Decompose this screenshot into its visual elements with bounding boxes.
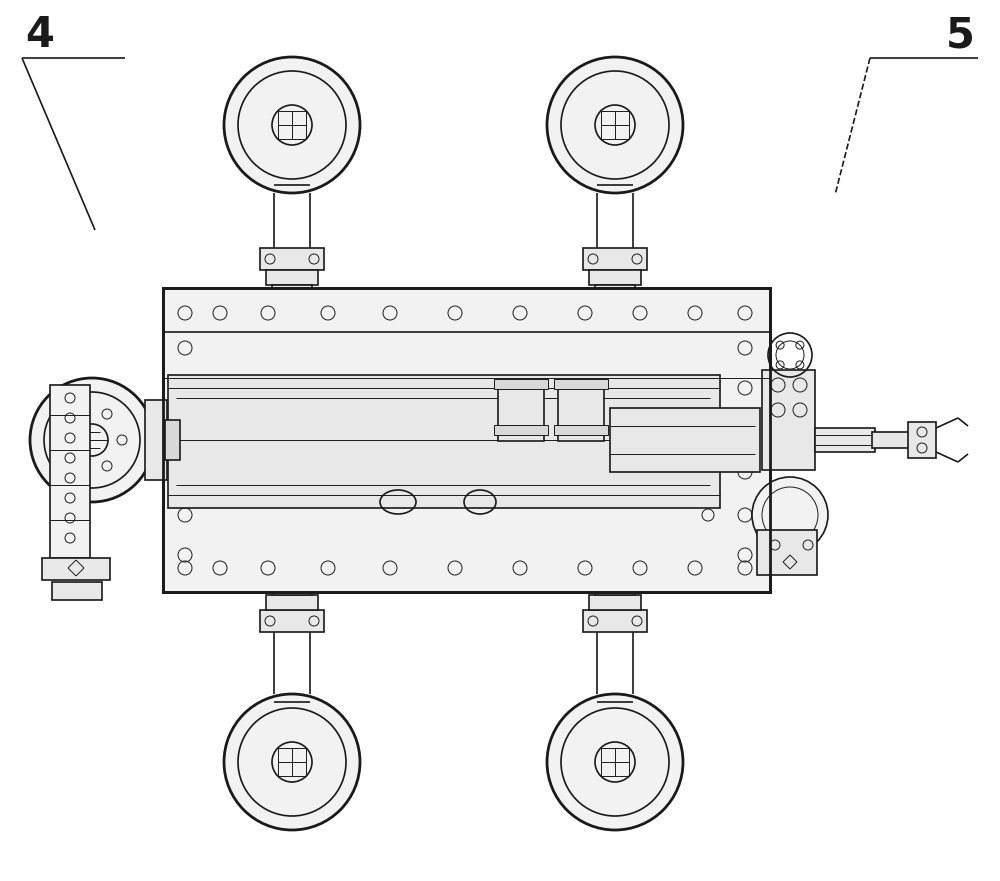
Bar — [272, 582, 312, 595]
Bar — [494, 425, 548, 435]
Bar — [42, 558, 110, 580]
Bar — [165, 420, 180, 460]
Bar — [815, 428, 875, 452]
Bar — [757, 530, 817, 575]
Bar — [145, 400, 167, 480]
Bar — [266, 595, 318, 610]
Bar — [494, 379, 548, 389]
Bar — [558, 383, 604, 441]
Bar — [589, 595, 641, 610]
Bar — [168, 375, 720, 508]
Bar — [554, 379, 608, 389]
Bar — [50, 385, 90, 558]
Bar — [872, 432, 920, 448]
Bar — [163, 288, 770, 592]
Bar — [272, 285, 312, 298]
Bar — [762, 370, 815, 470]
Bar — [474, 494, 486, 502]
Bar — [908, 422, 936, 458]
Bar — [260, 248, 324, 270]
Bar — [266, 270, 318, 285]
Bar — [498, 383, 544, 441]
Bar — [610, 408, 760, 472]
Text: 4: 4 — [26, 14, 54, 56]
Circle shape — [224, 57, 360, 193]
Bar — [163, 288, 770, 592]
Bar — [278, 111, 306, 139]
Text: 5: 5 — [946, 14, 974, 56]
Circle shape — [30, 378, 154, 502]
Bar — [589, 270, 641, 285]
Bar — [595, 582, 635, 595]
Circle shape — [752, 477, 828, 553]
Circle shape — [547, 57, 683, 193]
Bar — [554, 425, 608, 435]
Bar — [601, 748, 629, 776]
Bar — [583, 248, 647, 270]
Bar — [601, 111, 629, 139]
Circle shape — [547, 694, 683, 830]
Circle shape — [224, 694, 360, 830]
Bar — [583, 610, 647, 632]
Bar — [595, 285, 635, 298]
Bar — [278, 748, 306, 776]
Bar — [260, 610, 324, 632]
Bar — [52, 582, 102, 600]
